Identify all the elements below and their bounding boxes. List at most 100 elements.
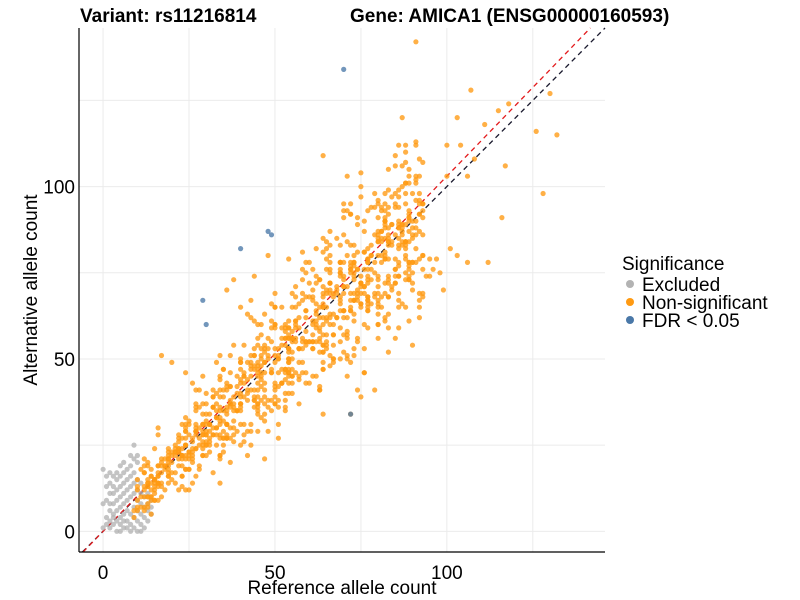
data-point bbox=[368, 204, 374, 210]
data-point bbox=[238, 404, 244, 410]
data-point bbox=[248, 359, 254, 365]
data-point bbox=[217, 404, 223, 410]
data-point bbox=[409, 218, 416, 224]
data-point bbox=[502, 163, 508, 169]
data-point bbox=[114, 470, 120, 476]
data-point bbox=[437, 270, 443, 276]
data-point bbox=[231, 432, 237, 438]
data-point bbox=[348, 242, 354, 248]
data-point bbox=[244, 452, 251, 459]
data-point bbox=[107, 508, 113, 514]
data-point bbox=[385, 204, 391, 210]
data-point bbox=[251, 346, 257, 352]
data-point bbox=[241, 342, 247, 348]
data-point bbox=[227, 404, 233, 410]
data-point bbox=[255, 411, 261, 417]
data-point bbox=[423, 273, 429, 279]
data-point bbox=[334, 235, 340, 241]
data-point bbox=[372, 190, 378, 197]
data-point bbox=[416, 256, 422, 262]
data-point bbox=[110, 511, 116, 517]
data-point bbox=[248, 442, 254, 448]
data-point bbox=[262, 387, 268, 393]
data-point bbox=[293, 335, 299, 341]
data-point bbox=[258, 346, 264, 352]
data-point bbox=[337, 294, 343, 300]
data-point bbox=[268, 408, 275, 414]
data-point bbox=[265, 335, 271, 341]
data-point bbox=[217, 352, 223, 359]
data-point bbox=[210, 394, 216, 400]
data-point bbox=[444, 173, 450, 179]
data-point bbox=[121, 480, 127, 486]
data-point bbox=[365, 325, 371, 331]
legend-label: Excluded bbox=[642, 275, 720, 296]
data-point bbox=[327, 259, 333, 265]
data-point bbox=[306, 380, 312, 386]
data-point bbox=[251, 397, 257, 403]
data-point bbox=[341, 284, 347, 290]
data-point bbox=[385, 242, 391, 248]
data-point bbox=[158, 494, 165, 500]
data-point bbox=[207, 449, 213, 455]
data-point bbox=[262, 418, 268, 424]
data-point bbox=[299, 359, 306, 365]
data-point bbox=[248, 297, 254, 303]
data-point bbox=[348, 411, 354, 417]
data-point bbox=[141, 514, 147, 521]
data-point bbox=[107, 470, 113, 476]
data-point bbox=[413, 39, 419, 45]
series-non-significant bbox=[131, 39, 560, 521]
data-point bbox=[131, 525, 137, 531]
data-point bbox=[348, 290, 354, 296]
data-point bbox=[406, 180, 412, 186]
data-point bbox=[420, 232, 426, 238]
data-point bbox=[172, 480, 178, 486]
reference-line bbox=[81, 27, 606, 553]
data-point bbox=[224, 287, 230, 293]
data-point bbox=[121, 511, 127, 517]
data-point bbox=[427, 256, 433, 262]
data-point bbox=[344, 373, 350, 379]
data-point bbox=[275, 370, 281, 376]
legend-marker bbox=[626, 280, 634, 288]
data-point bbox=[293, 284, 299, 290]
data-point bbox=[262, 380, 268, 386]
data-point bbox=[361, 290, 367, 296]
data-point bbox=[248, 315, 254, 321]
data-point bbox=[117, 494, 123, 500]
data-point bbox=[210, 404, 216, 410]
data-point bbox=[117, 504, 123, 510]
data-point bbox=[124, 466, 130, 472]
data-point bbox=[396, 187, 402, 193]
data-point bbox=[128, 463, 134, 469]
data-point bbox=[351, 352, 357, 359]
data-point bbox=[458, 142, 464, 148]
data-point bbox=[268, 397, 275, 403]
data-point bbox=[241, 394, 247, 400]
data-point bbox=[293, 294, 299, 300]
data-point bbox=[282, 321, 288, 328]
data-point bbox=[403, 270, 409, 276]
data-point bbox=[392, 163, 398, 169]
data-point bbox=[440, 287, 446, 293]
data-point bbox=[128, 511, 134, 517]
data-point bbox=[155, 432, 161, 438]
data-point bbox=[262, 401, 268, 407]
data-point bbox=[241, 432, 247, 438]
data-point bbox=[378, 228, 385, 234]
data-point bbox=[183, 442, 189, 448]
data-point bbox=[299, 370, 306, 376]
data-point bbox=[268, 232, 275, 238]
data-point bbox=[189, 380, 196, 386]
data-point bbox=[406, 166, 412, 172]
data-point bbox=[416, 156, 422, 162]
data-point bbox=[406, 208, 412, 214]
data-point bbox=[251, 352, 257, 359]
data-point bbox=[279, 342, 285, 348]
data-point bbox=[124, 525, 130, 531]
data-point bbox=[403, 304, 409, 310]
data-point bbox=[193, 401, 199, 407]
data-point bbox=[323, 256, 330, 262]
data-point bbox=[152, 497, 158, 503]
